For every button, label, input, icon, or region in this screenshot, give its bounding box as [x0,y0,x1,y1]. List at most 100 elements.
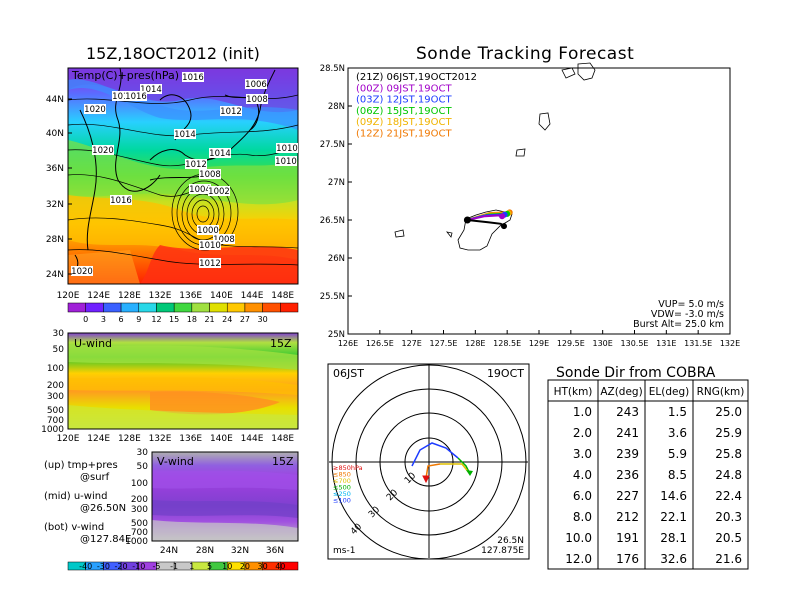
v-wind-p-tick: 100 [131,479,148,489]
isobar-label: 1010 [276,144,298,154]
wind-colorbar-label: 1 [189,562,194,571]
temp-colorbar-swatch [156,302,175,313]
polar-loc-lat: 26.5N [497,536,524,546]
temp-colorbar-label: 12 [151,315,161,324]
u-wind-p-tick: 700 [47,416,64,426]
track-lon-tick: 130E [593,339,613,348]
polar-level-label: ≤100 [333,497,351,505]
track-legend-entry: (09Z) 18JST,19OCT [356,117,452,128]
legend-bot: (bot) v-wind [44,522,105,533]
isobar-label: 1008 [213,235,235,245]
track-lon-tick: 131E [656,339,676,348]
isobar-label-bg [125,91,147,101]
v-wind-time: 15Z [272,455,294,468]
map-lon-tick: 120E [57,291,80,301]
islands [394,62,596,251]
temp-colorbar-label: 6 [119,315,124,324]
isobar-label-bg [213,234,235,244]
temp-colorbar-swatch [280,302,299,313]
u-wind-lon-tick: 132E [149,434,172,444]
wind-colorbar-label: -20 [115,562,128,571]
track-param: Burst Alt= 25.0 km [633,319,724,330]
polar-level-label: ≤850 [333,471,351,479]
table-cell: 25.0 [715,405,742,419]
u-wind-p-tick: 1000 [41,425,64,435]
table-cell: 8.0 [573,510,592,524]
u-wind-p-tick: 300 [47,392,64,402]
legend-up2: @surf [80,472,110,483]
isobar-label-bg [275,156,297,166]
v-wind-label: V-wind [157,455,194,468]
map-lat-tick: 40N [46,129,64,139]
wind-colorbar-swatch [280,561,299,571]
cobra-table-grid: HT(km) AZ(deg) EL(deg) RNG(km) 1.0 243 1.5 25.0… [547,379,749,570]
track-endpoint [500,223,507,230]
isobar-label: 1018 [112,92,134,102]
temp-colorbar-label: 30 [258,315,268,324]
isobar-label: 1020 [71,267,93,277]
wind-colorbar-label: 5 [207,562,212,571]
table-title: Sonde Dir from COBRA [556,365,716,381]
isobar-label-bg [185,159,207,169]
isobar-label-bg [84,104,106,114]
temp-colorbar-swatch [67,302,86,313]
temp-colorbar-label: 21 [204,315,214,324]
map-lat-tick: 36N [46,164,64,174]
table-cell: 1.0 [573,405,592,419]
track-endpoint [499,213,506,220]
temp-colorbar-label: 0 [83,315,88,324]
wind-colorbar-label: 10 [222,562,232,571]
track-lon-tick: 129E [529,339,549,348]
isobar-label-bg [208,186,230,196]
v-wind-shading [152,470,298,541]
table-cell: 25.8 [715,447,742,461]
wind-colorbar-label: 20 [240,562,250,571]
wind-colorbar: -40 -30 -20 -10 -5 -1 1 5 10 20 30 40 [67,561,299,571]
table-cell: 25.9 [715,426,742,440]
temperature-colorbar: 0 3 6 9 12 15 18 21 24 27 30 [67,302,299,324]
table-cell: 22.4 [715,489,742,503]
isobar-label-bg [189,184,211,194]
v-wind-p-tick: 200 [131,495,148,505]
u-wind-p-tick: 200 [47,381,64,391]
track-lon-tick: 129.5E [557,339,585,348]
temp-colorbar-label: 9 [136,315,141,324]
table-cell: 24.8 [715,468,742,482]
polar-unit: ms-1 [333,546,355,556]
table-cell: 5.9 [668,447,687,461]
map-lat-tick: 32N [46,200,64,210]
table-cell: 4.0 [573,468,592,482]
track-param: VUP= 5.0 m/s [658,299,724,310]
table-header-cell: EL(deg) [649,386,689,398]
temp-colorbar-swatch [262,302,281,313]
track-lon-tick: 127E [402,339,422,348]
wind-colorbar-label: -10 [132,562,145,571]
polar-plot: 06JST 19OCTms-126.5N127.875E10203040≥850h… [327,363,530,560]
temp-colorbar-swatch [173,302,193,313]
isobar-label: 1002 [208,187,230,197]
isobar-label-bg [245,79,267,89]
table-cell: 227 [616,489,639,503]
u-wind-lon-tick: 120E [57,434,80,444]
v-wind-p-tick: 1000 [125,537,148,547]
table-cell: 3.6 [668,426,687,440]
isobar-label-bg [174,129,196,139]
polar-level-label: ≤700 [333,477,351,485]
u-wind-lon-tick: 128E [118,434,141,444]
temp-colorbar-swatch [209,302,228,313]
isobar-label-bg [276,143,298,153]
u-wind-lon-tick: 148E [271,434,294,444]
wind-colorbar-label: -5 [152,562,160,571]
polar-level-label: ≤250 [333,490,351,498]
table-cell: 22.1 [660,510,687,524]
track-lon-tick: 131.5E [684,339,712,348]
isobar-label: 1014 [174,130,196,140]
map-lon-tick: 144E [241,291,264,301]
track-lon-tick: 128.5E [493,339,521,348]
polar-right-label: 19OCT [487,367,524,380]
table-cell: 176 [616,552,639,566]
right-title: Sonde Tracking Forecast [416,44,635,64]
u-wind-frame [67,332,299,430]
